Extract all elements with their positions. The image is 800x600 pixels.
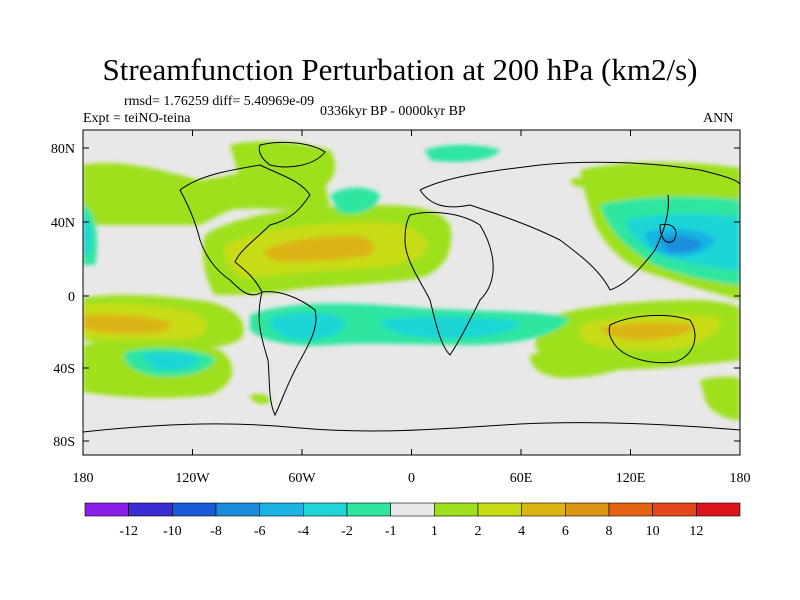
contour-6-atlantic: [264, 235, 374, 262]
coastline-north-america: [179, 164, 311, 296]
chart-title: Streamfunction Perturbation at 200 hPa (…: [102, 52, 698, 87]
colorbar-swatch: [390, 502, 435, 517]
lat-tick-label: 40S: [53, 362, 75, 377]
season-label: ANN: [703, 111, 734, 126]
coastline-eurasia: [419, 161, 740, 291]
colorbar-swatch: [346, 502, 391, 517]
colorbar-swatch: [608, 502, 653, 517]
colorbar-label: -6: [254, 524, 266, 539]
colorbar-label: -4: [297, 524, 309, 539]
colorbar-label: 2: [475, 524, 482, 539]
contour-neg2-southern-pacific: [140, 352, 200, 370]
lat-tick-label: 0: [68, 290, 75, 305]
lon-tick-label: 60W: [288, 471, 316, 486]
colorbar-swatch: [259, 502, 304, 517]
period-label: 0336kyr BP - 0000kyr BP: [320, 104, 466, 119]
colorbar-label: 6: [562, 524, 569, 539]
coastline-australia: [608, 314, 696, 364]
colorbar-label: -2: [341, 524, 353, 539]
colorbar-label: 4: [518, 524, 525, 539]
contour-2-east-south: [700, 376, 740, 420]
colorbar-label: -10: [163, 524, 182, 539]
colorbar-label: 10: [646, 524, 660, 539]
lon-tick-label: 180: [730, 471, 751, 486]
colorbar-swatch: [215, 502, 260, 517]
colorbar-label: 12: [689, 524, 703, 539]
contour-6-australia: [600, 322, 695, 340]
experiment-label: Expt = teiNO-teina: [83, 111, 191, 126]
coastline-antarctica: [83, 422, 740, 433]
colorbar-label: 1: [431, 524, 438, 539]
stats-line: rmsd= 1.76259 diff= 5.40969e-09: [124, 94, 315, 109]
colorbar-swatch: [521, 502, 566, 517]
colorbar-swatch: [434, 502, 479, 517]
colorbar-swatch: [565, 502, 610, 517]
colorbar: -12 -10 -8 -6 -4 -2 -1 1 2 4 6 8 10 12: [84, 502, 741, 539]
coastline-south-america: [258, 291, 317, 417]
colorbar-label: -1: [385, 524, 397, 539]
contour-field: [83, 130, 740, 455]
colorbar-swatch: [477, 502, 522, 517]
colorbar-swatch: [172, 502, 217, 517]
latitude-axis: 80N 40N 0 40S 80S: [51, 142, 740, 450]
colorbar-swatch: [128, 502, 173, 517]
lon-tick-label: 60E: [510, 471, 533, 486]
contour-2-small-asia: [570, 177, 587, 187]
contour-neg1-europe: [425, 144, 500, 162]
colorbar-swatch: [696, 502, 741, 517]
lat-tick-label: 40N: [51, 216, 75, 231]
contour-neg6-asia: [660, 236, 702, 253]
colorbar-label: -12: [119, 524, 138, 539]
lat-tick-label: 80S: [53, 435, 75, 450]
coastlines: [83, 141, 740, 433]
contour-neg2-pacific: [83, 215, 92, 255]
contour-neg1-north-atlantic: [330, 187, 380, 215]
coastline-japan: [659, 223, 677, 243]
contour-2-small-south: [250, 393, 271, 404]
colorbar-swatch: [84, 502, 129, 517]
lat-tick-label: 80N: [51, 142, 75, 157]
contour-6-south-pacific: [83, 314, 171, 334]
lon-tick-label: 0: [408, 471, 415, 486]
lon-tick-label: 180: [73, 471, 94, 486]
colorbar-label: 8: [606, 524, 613, 539]
contour-neg2-south-atlantic: [380, 316, 520, 339]
colorbar-label: -8: [210, 524, 222, 539]
contour-neg2-south-america: [269, 312, 345, 341]
contour-2-indian-south: [530, 347, 640, 378]
colorbar-swatch: [303, 502, 348, 517]
lon-tick-label: 120W: [175, 471, 210, 486]
coastline-greenland: [258, 141, 326, 168]
longitude-axis: 180 120W 60W 0 60E 120E 180: [73, 130, 751, 486]
lon-tick-label: 120E: [616, 471, 646, 486]
coastline-africa: [404, 211, 494, 356]
colorbar-swatch: [652, 502, 697, 517]
